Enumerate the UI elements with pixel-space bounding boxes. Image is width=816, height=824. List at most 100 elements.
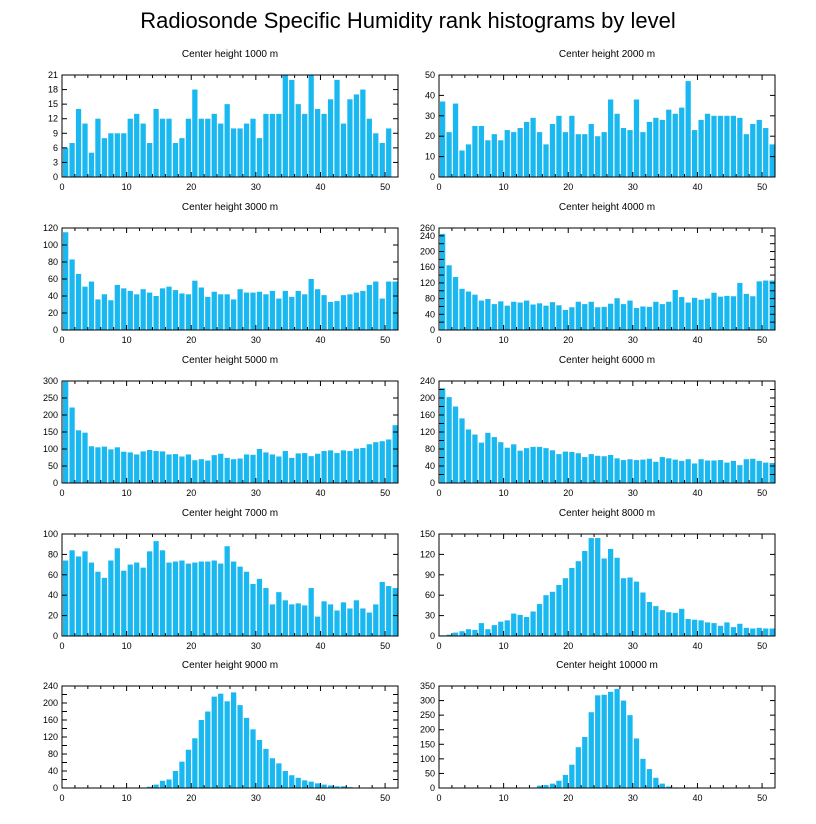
histogram-bar <box>659 304 665 330</box>
histogram-bar <box>315 453 321 483</box>
x-tick-label: 10 <box>499 488 509 498</box>
histogram-bar <box>582 457 588 483</box>
histogram-bar <box>192 562 198 636</box>
x-tick-label: 50 <box>757 641 767 651</box>
histogram-bar <box>315 109 321 177</box>
histogram-bar <box>347 99 353 177</box>
histogram-bar <box>756 627 762 636</box>
y-tick-label: 21 <box>48 70 58 80</box>
histogram-bar <box>730 627 737 636</box>
histogram-bar <box>373 604 379 636</box>
histogram-bar <box>601 694 607 788</box>
histogram-bar <box>360 89 366 177</box>
histogram-bar <box>159 288 166 330</box>
histogram-bar <box>218 453 224 483</box>
histogram-bar <box>556 305 562 330</box>
histogram-bar <box>95 571 101 636</box>
histogram-bar <box>276 592 282 636</box>
histogram-bar <box>627 715 633 788</box>
histogram-bar <box>659 610 665 636</box>
chart-title: Center height 3000 m <box>182 202 278 213</box>
histogram-bar <box>121 570 127 636</box>
histogram-bar <box>334 79 340 177</box>
histogram-bar <box>498 442 504 483</box>
histogram-bar <box>263 294 269 330</box>
histogram-bar <box>549 783 556 788</box>
histogram-bar <box>608 99 614 177</box>
histogram-bar <box>633 460 640 483</box>
chart-title: Center height 7000 m <box>182 508 278 519</box>
y-tick-label: 15 <box>48 99 58 109</box>
histogram-bar <box>82 286 88 330</box>
histogram-bar <box>95 118 101 177</box>
x-tick-label: 30 <box>251 793 261 803</box>
histogram-bar <box>224 104 230 177</box>
histogram-bar <box>666 786 672 788</box>
histogram-bar <box>108 449 114 483</box>
y-tick-label: 350 <box>420 681 435 691</box>
x-tick-label: 20 <box>563 793 573 803</box>
histogram-bar <box>769 463 775 483</box>
histogram-bar <box>595 455 601 483</box>
histogram-bar <box>608 303 614 330</box>
histogram-bar <box>614 458 620 483</box>
histogram-bar <box>82 123 88 177</box>
histogram-bar <box>556 454 562 483</box>
histogram-bar <box>517 302 523 330</box>
main-title: Radiosonde Specific Humidity rank histog… <box>140 8 676 33</box>
histogram-bar <box>562 132 569 177</box>
histogram-bar <box>224 546 230 636</box>
y-tick-label: 120 <box>420 549 435 559</box>
histogram-bar <box>295 777 301 788</box>
histogram-bar <box>666 458 672 483</box>
x-tick-label: 50 <box>757 335 767 345</box>
y-tick-label: 120 <box>43 223 58 233</box>
histogram-bar <box>711 460 717 483</box>
histogram-bar <box>127 290 133 330</box>
y-tick-label: 200 <box>43 410 58 420</box>
histogram-bar <box>459 288 465 330</box>
y-tick-label: 0 <box>430 783 435 793</box>
histogram-bar <box>485 432 491 483</box>
histogram-bar <box>608 548 614 636</box>
x-tick-label: 50 <box>380 335 390 345</box>
y-tick-label: 0 <box>53 783 58 793</box>
histogram-bar <box>147 143 153 177</box>
histogram-bar <box>392 588 398 636</box>
histogram-bar <box>166 286 172 330</box>
histogram-bar <box>392 281 398 330</box>
histogram-bar <box>211 291 217 330</box>
histogram-bar <box>185 563 192 636</box>
histogram-bar <box>327 301 334 330</box>
y-tick-label: 200 <box>420 247 435 257</box>
histogram-bar <box>379 581 385 636</box>
histogram-bar <box>95 299 101 330</box>
x-tick-label: 0 <box>59 335 64 345</box>
histogram-bar <box>308 279 314 330</box>
histogram-bar <box>114 447 120 483</box>
histogram-bar <box>386 439 392 483</box>
y-tick-label: 80 <box>425 444 435 454</box>
plot-frame <box>61 685 399 789</box>
histogram-bar <box>711 292 717 330</box>
chart-panel: Center height 6000 m 0 10 20 30 40 50 0 40 80 120 1… <box>420 355 776 498</box>
histogram-bar <box>478 126 485 177</box>
histogram-bar <box>620 128 627 177</box>
histogram-bar <box>485 299 491 330</box>
x-tick-label: 40 <box>692 182 702 192</box>
histogram-bar <box>575 134 581 177</box>
histogram-bar <box>179 456 185 483</box>
histogram-bar <box>289 296 295 330</box>
y-tick-label: 18 <box>48 85 58 95</box>
histogram-bar <box>334 301 340 330</box>
y-tick-label: 100 <box>43 444 58 454</box>
y-tick-label: 80 <box>48 549 58 559</box>
histogram-bar <box>302 113 308 177</box>
histogram-bar <box>269 604 276 636</box>
histogram-bar <box>379 441 385 483</box>
histogram-bar <box>127 452 133 483</box>
histogram-bar <box>524 121 530 177</box>
histogram-bar <box>224 457 230 483</box>
histogram-bar <box>373 281 379 330</box>
histogram-bar <box>614 688 620 788</box>
